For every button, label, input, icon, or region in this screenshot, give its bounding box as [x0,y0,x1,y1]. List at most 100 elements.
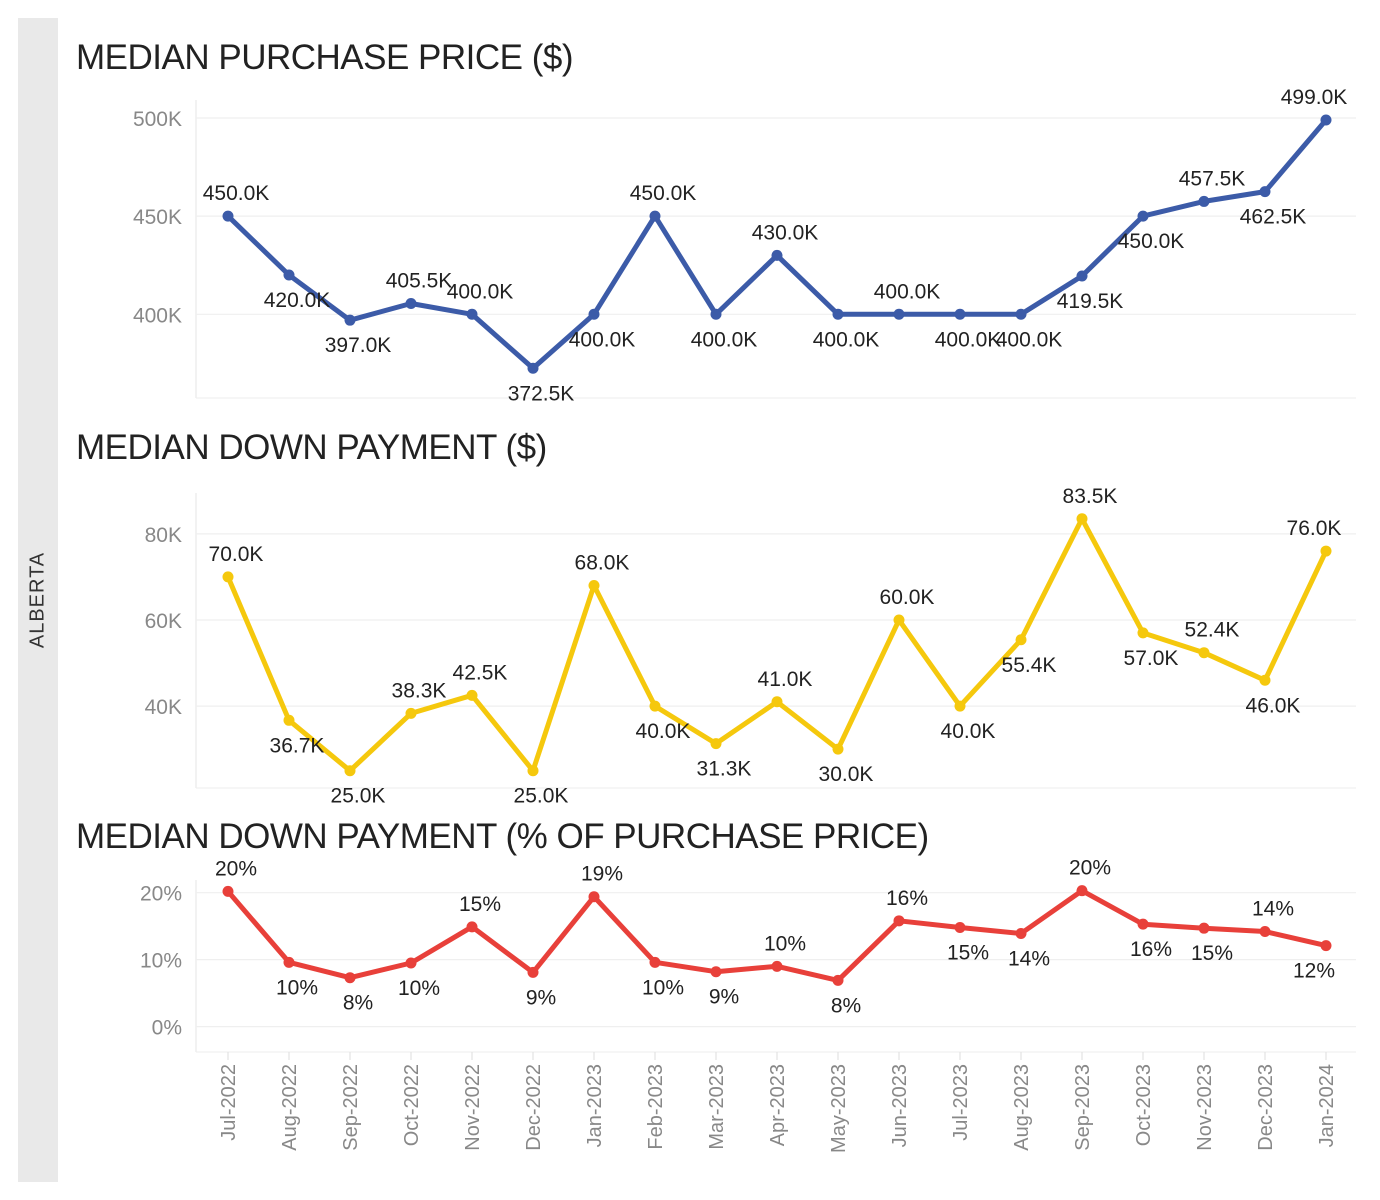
data-label-down-payment-percent: 8% [831,994,861,1017]
data-label-down-payment: 36.7K [270,734,325,757]
data-point-purchase-price [1320,114,1332,126]
data-point-purchase-price [283,269,295,281]
data-label-purchase-price: 400.0K [996,328,1063,351]
data-label-purchase-price: 450.0K [1118,230,1185,253]
data-point-down-payment-percent [1259,926,1271,938]
y-tick-label-purchase-price: 500K [133,108,182,131]
data-point-down-payment [771,696,783,708]
data-point-down-payment-percent [1137,918,1149,930]
x-tick-label: Dec-2022 [523,1064,545,1151]
data-point-down-payment-percent [283,956,295,968]
data-label-down-payment-percent: 19% [581,863,623,886]
data-point-down-payment-percent [405,957,417,969]
data-label-down-payment-percent: 15% [1191,942,1233,965]
data-label-down-payment-percent: 15% [947,942,989,965]
x-tick-label: Mar-2023 [706,1064,728,1150]
data-label-down-payment-percent: 14% [1252,898,1294,921]
data-label-purchase-price: 420.0K [264,289,331,312]
data-point-purchase-price [954,308,966,320]
data-point-down-payment [710,738,722,750]
data-label-down-payment-percent: 10% [642,976,684,999]
data-point-purchase-price [466,308,478,320]
x-tick-label: Jul-2022 [218,1064,240,1141]
data-label-purchase-price: 430.0K [752,221,819,244]
data-point-purchase-price [832,308,844,320]
data-point-purchase-price [893,308,905,320]
data-label-down-payment-percent: 12% [1293,960,1335,983]
y-tick-label-down-payment-percent: 10% [140,950,182,973]
data-point-down-payment-percent [893,915,905,927]
data-label-down-payment: 55.4K [1002,654,1057,677]
series-line-down-payment [225,516,1329,774]
data-label-purchase-price: 372.5K [508,382,575,405]
x-tick-label: Jan-2024 [1316,1064,1338,1147]
data-point-down-payment-percent [1076,885,1088,897]
data-label-down-payment-percent: 10% [276,976,318,999]
data-point-down-payment-percent [344,972,356,984]
data-point-down-payment-percent [222,885,234,897]
x-tick-label: Oct-2022 [401,1064,423,1146]
data-label-purchase-price: 400.0K [691,328,758,351]
data-label-down-payment: 83.5K [1063,485,1118,508]
data-label-purchase-price: 397.0K [325,334,392,357]
data-point-down-payment [832,743,844,755]
data-label-down-payment-percent: 10% [764,932,806,955]
data-point-down-payment [1076,513,1088,525]
data-label-down-payment-percent: 14% [1008,948,1050,971]
y-tick-label-down-payment: 60K [145,610,182,633]
x-tick-label: Jun-2023 [889,1064,911,1147]
y-tick-label-down-payment: 80K [145,524,182,547]
data-point-down-payment [1015,634,1027,646]
data-point-down-payment-percent [771,960,783,972]
x-tick-label: Feb-2023 [645,1064,667,1150]
data-point-purchase-price [1259,186,1271,198]
x-tick-label: Sep-2023 [1072,1064,1094,1151]
data-point-down-payment-percent [1198,922,1210,934]
data-label-down-payment: 25.0K [514,785,569,808]
data-point-purchase-price [1137,210,1149,222]
data-point-down-payment-percent [588,891,600,903]
data-label-down-payment: 41.0K [758,668,813,691]
data-label-purchase-price: 457.5K [1179,167,1246,190]
data-point-down-payment-percent [832,974,844,986]
x-tick-label: Nov-2023 [1194,1064,1216,1151]
x-tick-label: Jan-2023 [584,1064,606,1147]
data-label-down-payment: 68.0K [575,552,630,575]
data-label-down-payment: 70.0K [209,543,264,566]
y-tick-label-down-payment-percent: 20% [140,883,182,906]
x-tick-label: Nov-2022 [462,1064,484,1151]
data-point-down-payment [1320,545,1332,557]
data-label-purchase-price: 419.5K [1057,290,1124,313]
y-tick-label-purchase-price: 400K [133,304,182,327]
chart-title-purchase-price: MEDIAN PURCHASE PRICE ($) [76,38,574,77]
data-label-down-payment: 42.5K [453,661,508,684]
data-point-down-payment-percent [710,966,722,978]
data-point-down-payment [1198,647,1210,659]
data-point-down-payment [893,614,905,626]
side-strip [18,18,58,1182]
data-point-down-payment-percent [527,966,539,978]
data-label-down-payment-percent: 15% [459,893,501,916]
data-label-down-payment: 60.0K [880,586,935,609]
data-point-purchase-price [771,249,783,261]
data-point-down-payment [344,765,356,777]
x-tick-label: Sep-2022 [340,1064,362,1151]
data-point-purchase-price [1076,270,1088,282]
y-tick-label-down-payment: 40K [145,696,182,719]
data-label-down-payment: 25.0K [331,785,386,808]
data-label-down-payment: 31.3K [697,758,752,781]
data-point-down-payment [649,700,661,712]
data-label-down-payment-percent: 16% [1130,938,1172,961]
x-tick-label: Aug-2022 [279,1064,301,1151]
data-point-down-payment [954,700,966,712]
data-point-purchase-price [344,314,356,326]
data-label-down-payment: 30.0K [819,763,874,786]
data-point-down-payment [527,765,539,777]
data-label-purchase-price: 400.0K [813,328,880,351]
x-tick-label: Dec-2023 [1255,1064,1277,1151]
data-label-down-payment-percent: 9% [526,986,556,1009]
data-label-purchase-price: 400.0K [569,328,636,351]
x-tick-label: May-2023 [828,1064,850,1153]
data-point-down-payment-percent [1320,940,1332,952]
